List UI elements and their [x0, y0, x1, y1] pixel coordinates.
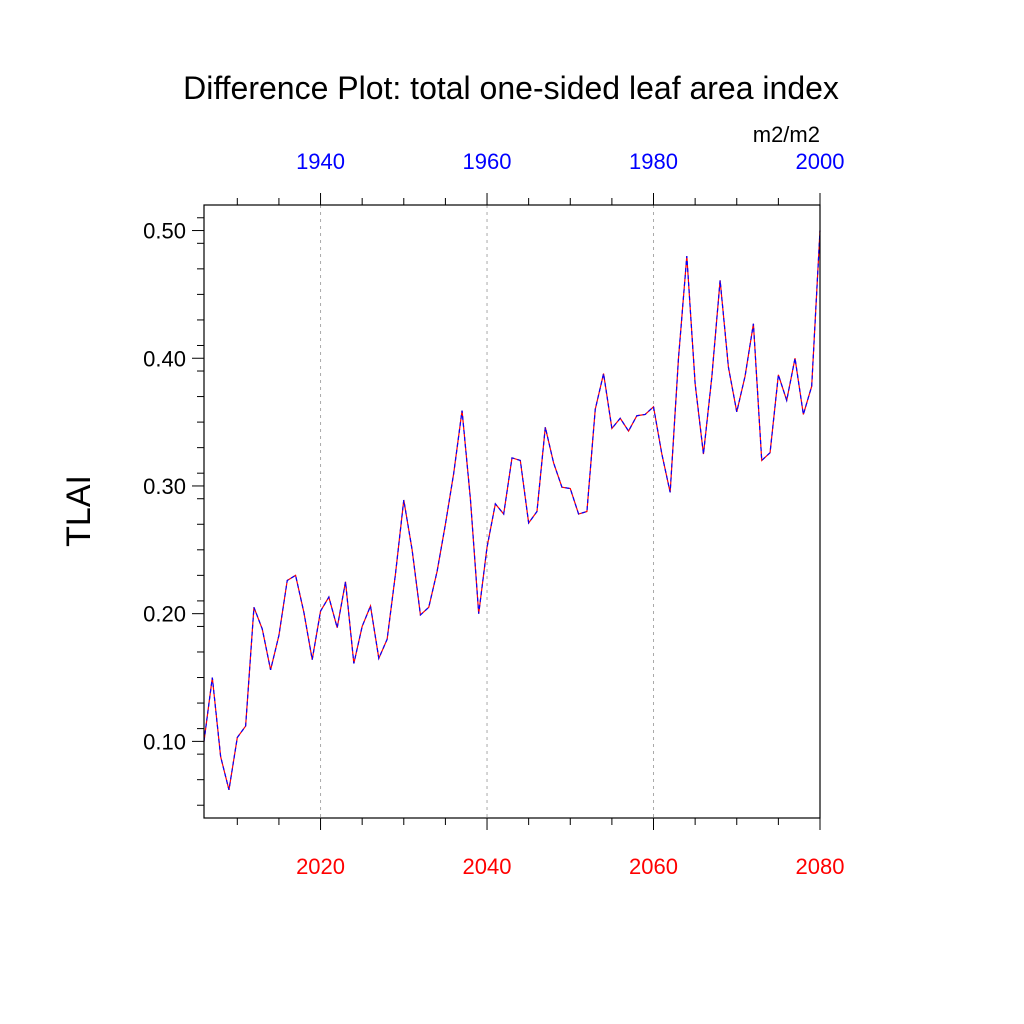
x-top-tick-label: 1940 — [296, 149, 345, 174]
tick-marks — [192, 193, 821, 830]
chart-title: Difference Plot: total one-sided leaf ar… — [183, 70, 839, 106]
y-tick-label: 0.10 — [143, 729, 186, 754]
y-tick-label: 0.40 — [143, 346, 186, 371]
y-tick-label: 0.50 — [143, 219, 186, 244]
x-top-tick-label: 1980 — [629, 149, 678, 174]
x-bottom-tick-label: 2060 — [629, 854, 678, 879]
plot-frame — [203, 204, 821, 819]
units-label: m2/m2 — [753, 122, 820, 147]
x-bottom-tick-label: 2080 — [796, 854, 845, 879]
y-axis-label: TLAI — [60, 475, 98, 547]
x-top-tick-label: 1960 — [463, 149, 512, 174]
tick-labels: 0.10 0.20 0.30 0.40 0.50 2020 2040 2060 2080 1940… — [143, 149, 844, 879]
y-tick-label: 0.20 — [143, 602, 186, 627]
series-line-0 — [203, 230, 821, 791]
series-dash-0 — [203, 230, 821, 791]
grid-lines — [320, 205, 655, 818]
series-layer — [203, 230, 821, 791]
x-bottom-tick-label: 2020 — [296, 854, 345, 879]
x-bottom-tick-label: 2040 — [463, 854, 512, 879]
y-tick-label: 0.30 — [143, 474, 186, 499]
x-top-tick-label: 2000 — [796, 149, 845, 174]
axes — [203, 204, 821, 819]
